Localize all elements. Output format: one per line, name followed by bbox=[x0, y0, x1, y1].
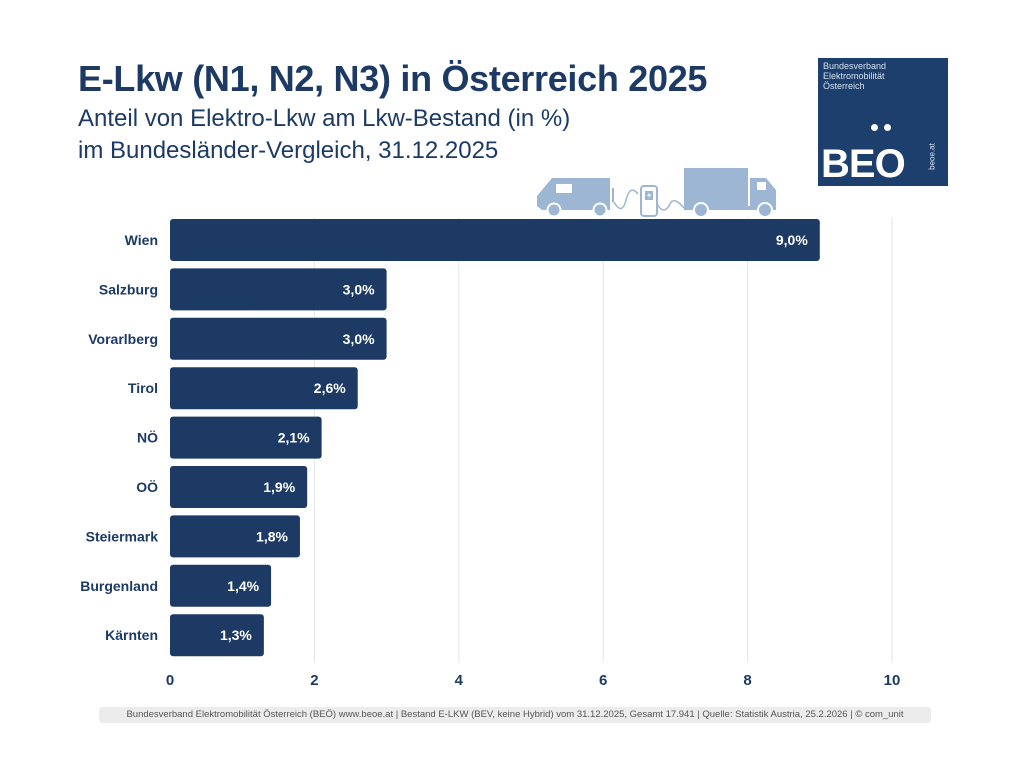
category-label: Salzburg bbox=[99, 281, 158, 297]
logo-dots bbox=[871, 118, 897, 136]
bar-tirol bbox=[170, 367, 358, 410]
x-axis-ticks: 0 2 4 6 8 10 bbox=[166, 672, 901, 689]
vehicles-illustration bbox=[537, 168, 776, 218]
x-tick-label: 6 bbox=[599, 672, 607, 689]
category-labels: Wien Salzburg Vorarlberg Tirol NÖ OÖ Steiermar… bbox=[80, 232, 158, 643]
x-tick-label: 2 bbox=[310, 672, 318, 689]
data-label: 9,0% bbox=[776, 232, 808, 248]
category-label: Wien bbox=[125, 232, 158, 248]
bar-vorarlberg bbox=[170, 317, 387, 360]
truck-icon bbox=[684, 168, 776, 218]
x-tick-label: 0 bbox=[166, 672, 174, 689]
beo-logo: Bundesverband Elektromobilität Österreic… bbox=[818, 58, 948, 186]
subtitle-line-2: im Bundesländer-Vergleich, 31.12.2025 bbox=[78, 137, 499, 164]
bar-burgenland bbox=[170, 564, 272, 607]
data-label: 2,6% bbox=[314, 380, 346, 396]
x-tick-label: 8 bbox=[743, 672, 751, 689]
data-label: 2,1% bbox=[278, 430, 310, 446]
bar-nö bbox=[170, 416, 322, 459]
category-label: Steiermark bbox=[86, 528, 159, 544]
category-label: Kärnten bbox=[105, 627, 158, 643]
bar-oö bbox=[170, 466, 308, 508]
bar-steiermark bbox=[170, 515, 300, 558]
charging-station-icon bbox=[640, 185, 658, 217]
footer-source: Bundesverband Elektromobilität Österreic… bbox=[99, 707, 931, 723]
data-label: 1,8% bbox=[256, 528, 288, 544]
logo-org-name: Bundesverband Elektromobilität Österreic… bbox=[823, 61, 887, 91]
data-label: 3,0% bbox=[343, 331, 375, 347]
bar-chart: 9,0% 3,0% 3,0% 2,6% 2,1% 1,9% 1,8% 1,4% 1,3% Wie… bbox=[80, 217, 901, 689]
category-label: NÖ bbox=[137, 430, 158, 446]
category-label: Vorarlberg bbox=[88, 331, 158, 347]
bar-salzburg bbox=[170, 268, 387, 311]
data-label: 1,9% bbox=[263, 479, 295, 495]
category-label: OÖ bbox=[136, 479, 158, 495]
van-plug-icon bbox=[612, 188, 614, 202]
data-label: 3,0% bbox=[343, 281, 375, 297]
bars: 9,0% 3,0% 3,0% 2,6% 2,1% 1,9% 1,8% 1,4% 1,3% bbox=[170, 219, 820, 657]
chart-subtitle: Anteil von Elektro-Lkw am Lkw-Bestand (i… bbox=[78, 103, 570, 167]
data-label: 1,4% bbox=[227, 578, 259, 594]
x-tick-label: 4 bbox=[455, 672, 464, 689]
grid-lines bbox=[313, 217, 893, 663]
van-icon bbox=[537, 178, 610, 218]
x-tick-label: 10 bbox=[884, 672, 901, 689]
logo-mark: BEO bbox=[821, 142, 906, 186]
subtitle-line-1: Anteil von Elektro-Lkw am Lkw-Bestand (i… bbox=[78, 105, 571, 132]
category-label: Tirol bbox=[128, 380, 158, 396]
bar-wien bbox=[170, 219, 820, 261]
category-label: Burgenland bbox=[80, 578, 158, 594]
data-label: 1,3% bbox=[220, 627, 252, 643]
chart-title: E-Lkw (N1, N2, N3) in Österreich 2025 bbox=[78, 58, 708, 99]
bar-kärnten bbox=[170, 614, 264, 657]
